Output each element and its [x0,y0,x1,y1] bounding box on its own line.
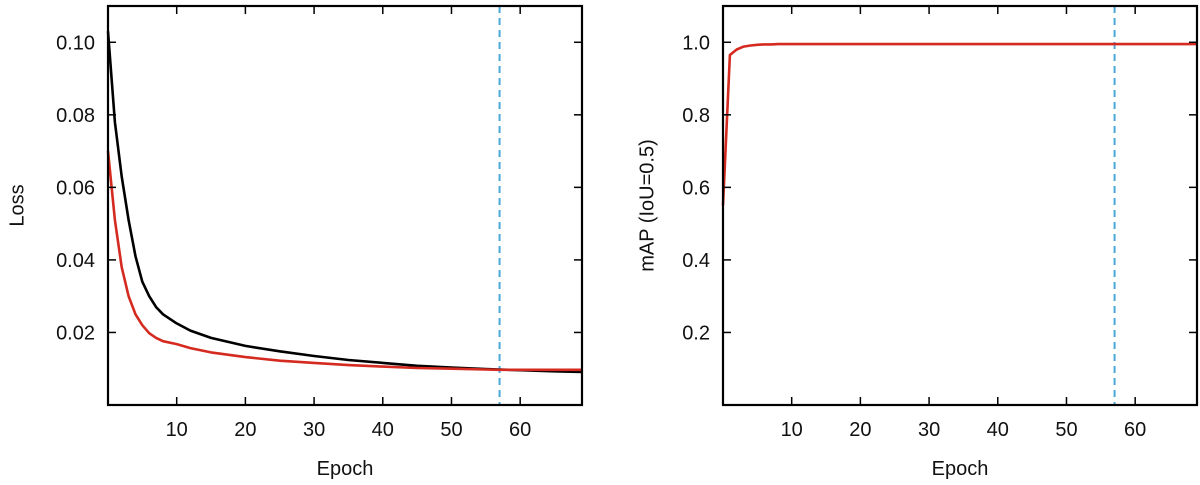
x-tick-label: 30 [303,419,325,441]
x-tick-label: 50 [1055,419,1077,441]
y-tick-label: 0.8 [682,105,710,127]
y-tick-label: 0.04 [56,250,95,272]
x-tick-label: 60 [509,419,531,441]
series-line-1 [106,150,582,372]
x-tick-label: 40 [987,419,1009,441]
x-tick-label: 60 [1124,419,1146,441]
y-tick-label: 0.08 [56,105,95,127]
plot-frame [106,4,584,407]
y-tick-label: 0.06 [56,177,95,199]
x-tick-label: 20 [849,419,871,441]
y-tick-label: 0.10 [56,32,95,54]
series-line-0 [106,31,583,374]
x-axis-label: Epoch [932,458,989,480]
series-line-0 [721,42,1197,206]
y-tick-label: 0.6 [682,177,710,199]
y-tick-label: 0.2 [682,322,710,344]
y-axis-label: mAP (IoU=0.5) [636,139,658,271]
x-axis-label: Epoch [317,458,374,480]
x-tick-label: 20 [234,419,256,441]
x-tick-label: 10 [166,419,188,441]
x-tick-label: 40 [372,419,394,441]
y-tick-label: 0.4 [682,250,710,272]
plot-frame [721,4,1199,407]
x-tick-label: 30 [918,419,940,441]
loss-chart: 10 20 30 40 50 60 0.02 0.04 0.06 0.08 0.10 Epoch Los… [6,4,584,480]
x-tick-label: 50 [440,419,462,441]
map-chart: 10 20 30 40 50 60 0.2 0.4 0.6 0.8 1.0 Epoch mAP (IoU… [636,4,1199,480]
y-tick-label: 0.02 [56,322,95,344]
x-tick-label: 10 [781,419,803,441]
y-tick-label: 1.0 [682,32,710,54]
y-axis-label: Loss [6,184,28,226]
